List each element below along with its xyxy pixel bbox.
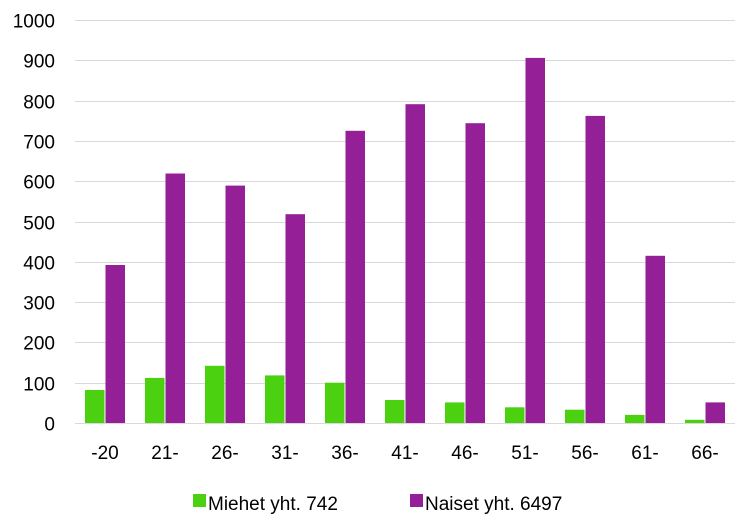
x-tick-label: 46-	[451, 443, 478, 464]
bar-naiset-21-	[165, 173, 185, 423]
bar-miehet-41-	[385, 400, 405, 423]
y-tick-label: 400	[23, 254, 55, 275]
x-tick-label: 61-	[631, 443, 658, 464]
bar-miehet-51-	[505, 407, 525, 423]
x-tick-label: 31-	[271, 443, 298, 464]
bar-miehet-21-	[145, 377, 165, 423]
bar-miehet-31-	[265, 375, 285, 423]
bar-miehet-56-	[565, 409, 585, 423]
bar-naiset-46-	[465, 123, 485, 423]
bar-naiset-51-	[525, 57, 545, 424]
legend-label: Naiset yht. 6497	[425, 494, 562, 515]
y-tick-label: 300	[23, 294, 55, 315]
bars	[85, 57, 725, 424]
bar-miehet-26-	[205, 365, 225, 423]
x-tick-label: 51-	[511, 443, 538, 464]
y-axis-tick-labels: 0 100 200 300 400 500 600 700 800 900 1000	[13, 12, 55, 436]
bar-naiset-31-	[285, 214, 305, 423]
y-tick-label: 0	[44, 415, 55, 436]
legend-swatch	[410, 494, 423, 507]
bar-miehet-66-	[685, 419, 705, 423]
bar-miehet-36-	[325, 382, 345, 423]
y-tick-label: 200	[23, 334, 55, 355]
bar-miehet-46-	[445, 402, 465, 423]
x-tick-label: 56-	[571, 443, 598, 464]
legend: Miehet yht. 742 Naiset yht. 6497	[193, 494, 562, 515]
x-axis-tick-labels: -20 21- 26- 31- 36- 41- 46- 51- 56- 61- 66-	[91, 443, 718, 464]
legend-label: Miehet yht. 742	[208, 494, 338, 515]
y-tick-label: 100	[23, 375, 55, 396]
bar-naiset-36-	[345, 130, 365, 424]
y-tick-label: 900	[23, 52, 55, 73]
y-tick-label: 1000	[13, 12, 55, 33]
y-tick-label: 700	[23, 133, 55, 154]
bar-miehet-61-	[625, 414, 645, 423]
bar-naiset--20	[105, 265, 125, 423]
bar-naiset-41-	[405, 104, 425, 423]
x-tick-label: 26-	[211, 443, 238, 464]
legend-swatch	[193, 494, 206, 507]
y-tick-label: 500	[23, 214, 55, 235]
x-tick-label: 21-	[151, 443, 178, 464]
x-tick-label: 66-	[691, 443, 718, 464]
bar-naiset-26-	[225, 185, 245, 423]
bar-naiset-61-	[645, 255, 665, 423]
x-tick-label: 41-	[391, 443, 418, 464]
bar-miehet--20	[85, 390, 105, 423]
legend-item-miehet: Miehet yht. 742	[193, 494, 338, 515]
x-tick-label: 36-	[331, 443, 358, 464]
bar-naiset-56-	[585, 115, 605, 424]
legend-item-naiset: Naiset yht. 6497	[410, 494, 562, 515]
x-tick-label: -20	[91, 443, 118, 464]
bar-naiset-66-	[705, 402, 725, 423]
y-tick-label: 800	[23, 93, 55, 114]
y-tick-label: 600	[23, 173, 55, 194]
